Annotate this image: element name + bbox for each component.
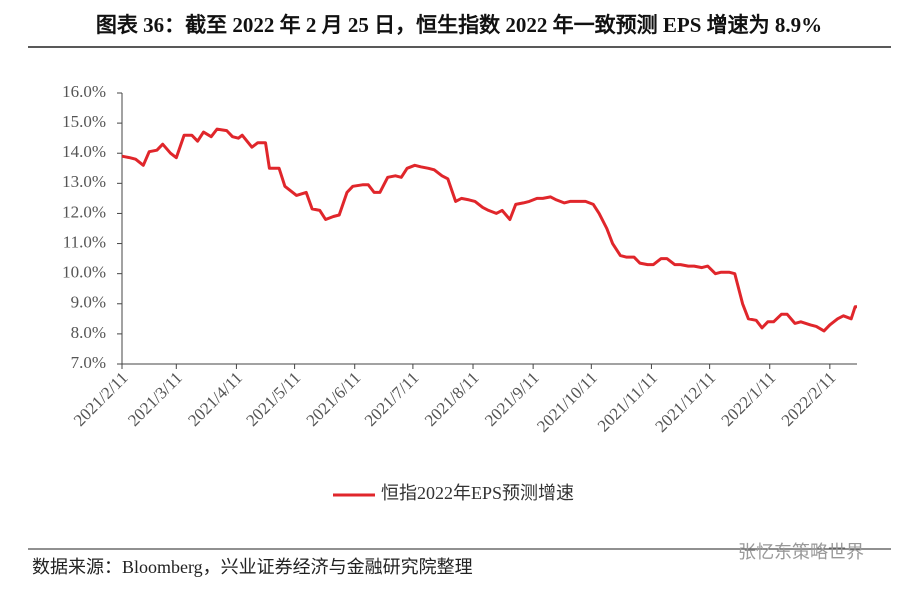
x-tick-label: 2022/2/11: [778, 368, 840, 430]
legend-label: 恒指2022年EPS预测增速: [381, 483, 574, 503]
y-tick-label: 9.0%: [71, 293, 106, 312]
x-tick-label: 2021/12/11: [651, 368, 719, 436]
y-tick-label: 7.0%: [71, 353, 106, 372]
x-tick-label: 2021/3/11: [124, 368, 186, 430]
x-tick-label: 2022/1/11: [718, 368, 780, 430]
x-tick-label: 2021/11/11: [594, 368, 661, 435]
y-tick-label: 11.0%: [63, 232, 106, 251]
x-tick-label: 2021/7/11: [361, 368, 423, 430]
x-tick-label: 2021/10/11: [533, 368, 601, 436]
x-tick-label: 2021/5/11: [242, 368, 304, 430]
chart-title: 图表 36：截至 2022 年 2 月 25 日，恒生指数 2022 年一致预测…: [96, 13, 822, 37]
y-tick-label: 8.0%: [71, 323, 106, 342]
x-tick-label: 2021/2/11: [70, 368, 132, 430]
x-tick-label: 2021/4/11: [184, 368, 246, 430]
data-line: [121, 127, 857, 333]
watermark: 张忆东策略世界: [738, 542, 864, 563]
source-note: 数据来源：Bloomberg，兴业证券经济与金融研究院整理: [32, 557, 473, 577]
y-tick-label: 12.0%: [62, 202, 106, 221]
y-tick-label: 13.0%: [62, 172, 106, 191]
y-tick-label: 15.0%: [62, 112, 106, 131]
x-tick-label: 2021/8/11: [421, 368, 483, 430]
x-tick-label: 2021/6/11: [303, 368, 365, 430]
y-tick-label: 16.0%: [62, 82, 106, 101]
y-tick-label: 14.0%: [62, 142, 106, 161]
x-tick-label: 2021/9/11: [481, 368, 543, 430]
y-tick-label: 10.0%: [62, 263, 106, 282]
